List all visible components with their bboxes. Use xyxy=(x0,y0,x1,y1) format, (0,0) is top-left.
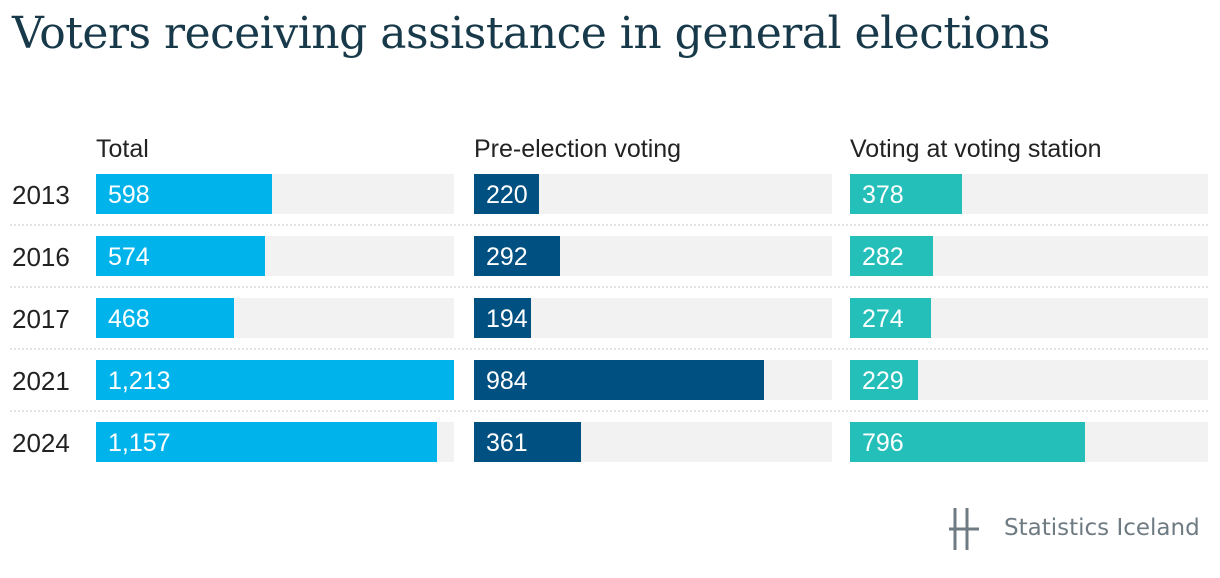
bar xyxy=(850,422,1085,462)
statistics-iceland-logo: Statistics Iceland xyxy=(944,506,1200,552)
bar xyxy=(474,236,560,276)
data-label: 574 xyxy=(108,243,150,271)
chart-title: Voters receiving assistance in general e… xyxy=(12,8,1051,59)
panel-header-2: Voting at voting station xyxy=(850,135,1102,163)
data-label: 194 xyxy=(486,305,528,333)
bar xyxy=(850,236,933,276)
category-label: 2016 xyxy=(12,242,70,272)
bar xyxy=(850,174,962,214)
data-label: 220 xyxy=(486,181,528,209)
bar xyxy=(474,298,531,338)
data-label: 1,213 xyxy=(108,367,171,395)
category-label: 2021 xyxy=(12,366,70,396)
bar xyxy=(850,360,918,400)
panel-header-1: Pre-election voting xyxy=(474,135,681,163)
bar xyxy=(96,174,272,214)
data-label: 598 xyxy=(108,181,150,209)
data-label: 292 xyxy=(486,243,528,271)
data-label: 468 xyxy=(108,305,150,333)
data-label: 282 xyxy=(862,243,904,271)
bar xyxy=(474,360,764,400)
data-label: 378 xyxy=(862,181,904,209)
logo-text: Statistics Iceland xyxy=(1004,515,1200,541)
bar xyxy=(850,298,931,338)
data-label: 984 xyxy=(486,367,528,395)
bar-chart: Total 598 574 468 1,213 1,157 Pre-election vot… xyxy=(10,135,1208,462)
data-label: 274 xyxy=(862,305,904,333)
panel-header-0: Total xyxy=(96,135,149,163)
bar xyxy=(474,422,581,462)
bar xyxy=(96,422,437,462)
bar-background xyxy=(474,298,832,338)
bar xyxy=(96,298,234,338)
statistics-iceland-logo-icon xyxy=(949,508,979,550)
data-label: 1,157 xyxy=(108,429,171,457)
category-label: 2013 xyxy=(12,180,70,210)
bar xyxy=(474,174,539,214)
data-label: 796 xyxy=(862,429,904,457)
category-label: 2017 xyxy=(12,304,70,334)
bar xyxy=(96,360,454,400)
category-label: 2024 xyxy=(12,428,70,458)
data-label: 229 xyxy=(862,367,904,395)
bar xyxy=(96,236,265,276)
data-label: 361 xyxy=(486,429,528,457)
